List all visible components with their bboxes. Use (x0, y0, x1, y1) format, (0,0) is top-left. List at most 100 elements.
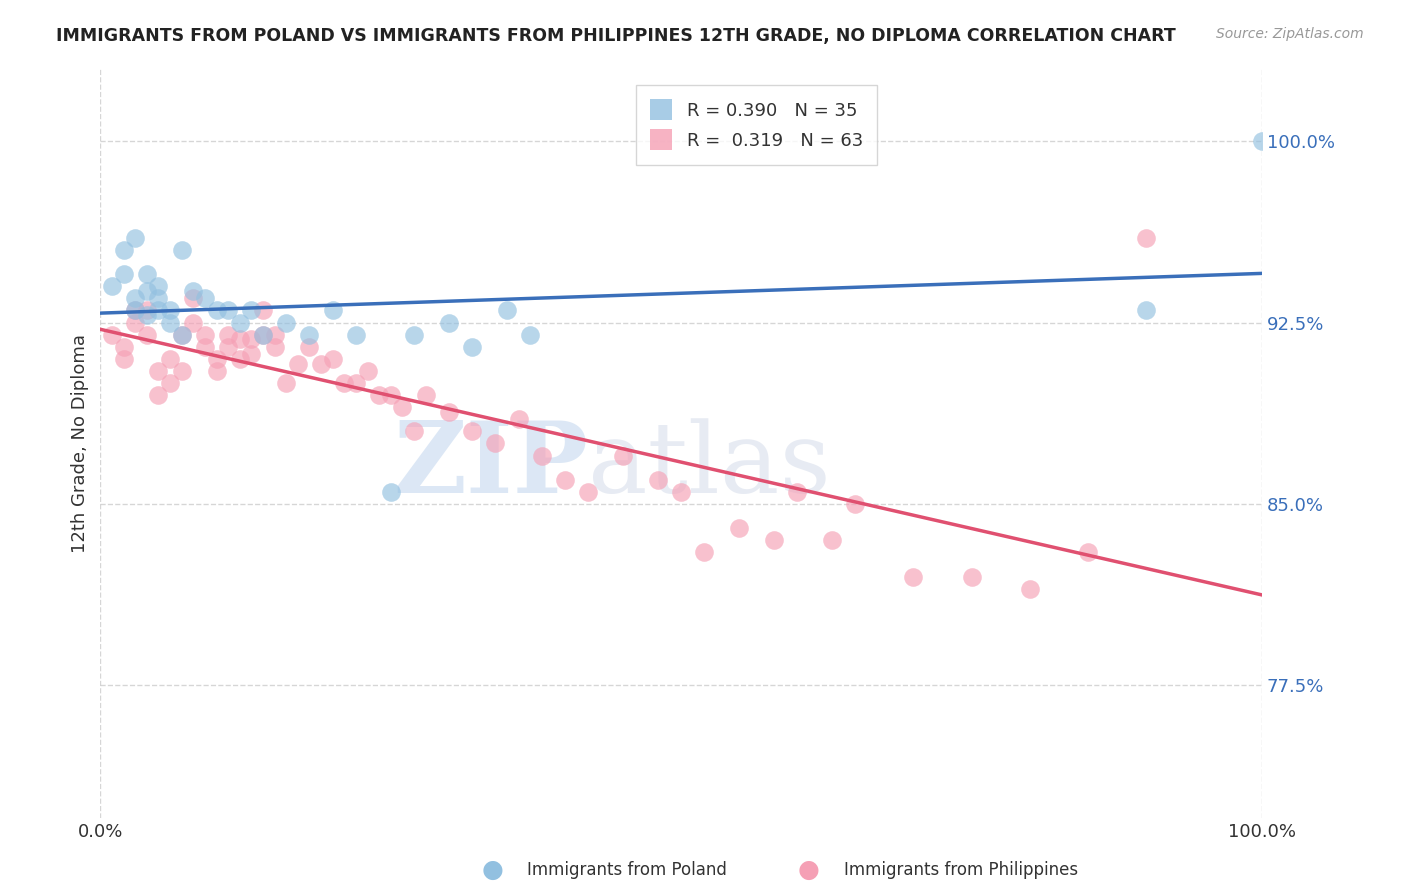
Point (322, 351, 344, 366)
Point (124, 303, 146, 318)
Point (159, 351, 181, 366)
Point (194, 340, 217, 354)
Point (415, 388, 437, 402)
Point (496, 303, 519, 318)
Point (229, 316, 252, 330)
Point (368, 388, 391, 402)
Point (693, 545, 716, 559)
Point (263, 340, 285, 354)
Point (530, 449, 553, 463)
Point (170, 327, 193, 342)
Point (344, 376, 367, 390)
Point (148, 279, 170, 293)
Point (148, 291, 170, 305)
Point (903, 569, 925, 583)
Point (159, 316, 181, 330)
Text: Immigrants from Philippines: Immigrants from Philippines (844, 861, 1078, 879)
Point (135, 267, 157, 281)
Point (322, 303, 344, 318)
Point (763, 533, 786, 548)
Point (229, 351, 252, 366)
Point (170, 327, 193, 342)
Point (159, 303, 181, 318)
Point (844, 497, 866, 511)
Point (508, 412, 530, 426)
Point (960, 569, 983, 583)
Point (101, 279, 124, 293)
Point (124, 231, 146, 245)
Point (437, 405, 460, 419)
Point (135, 308, 157, 322)
Point (1077, 545, 1099, 559)
Point (194, 291, 217, 305)
Y-axis label: 12th Grade, No Diploma: 12th Grade, No Diploma (72, 334, 89, 553)
Text: ●: ● (797, 858, 820, 881)
Point (181, 291, 204, 305)
Legend: R = 0.390   N = 35, R =  0.319   N = 63: R = 0.390 N = 35, R = 0.319 N = 63 (636, 85, 877, 165)
Point (647, 473, 669, 487)
Point (484, 436, 506, 450)
Point (135, 327, 157, 342)
Text: ZIP: ZIP (394, 417, 588, 515)
Point (148, 303, 170, 318)
Point (170, 243, 193, 257)
Text: Immigrants from Poland: Immigrants from Poland (527, 861, 727, 879)
Point (1018, 582, 1040, 596)
Point (1135, 303, 1157, 318)
Point (112, 267, 135, 281)
Point (240, 303, 263, 318)
Point (461, 425, 484, 439)
Point (612, 449, 634, 463)
Point (1251, 134, 1274, 148)
Point (309, 357, 332, 371)
Point (298, 327, 321, 342)
Point (252, 327, 274, 342)
Point (217, 340, 239, 354)
Text: IMMIGRANTS FROM POLAND VS IMMIGRANTS FROM PHILIPPINES 12TH GRADE, NO DIPLOMA COR: IMMIGRANTS FROM POLAND VS IMMIGRANTS FRO… (56, 27, 1175, 45)
Point (356, 364, 378, 378)
Point (298, 340, 321, 354)
Point (252, 303, 274, 318)
Point (461, 340, 484, 354)
Point (380, 388, 402, 402)
Point (240, 333, 263, 347)
Point (263, 327, 285, 342)
Point (287, 357, 309, 371)
Point (124, 316, 146, 330)
Point (159, 376, 181, 390)
Point (194, 327, 217, 342)
Point (229, 333, 252, 347)
Point (205, 351, 228, 366)
Point (391, 401, 413, 415)
Point (240, 347, 263, 361)
Point (437, 316, 460, 330)
Point (205, 303, 228, 318)
Point (344, 327, 367, 342)
Point (380, 484, 402, 499)
Point (669, 484, 692, 499)
Point (217, 303, 239, 318)
Text: atlas: atlas (588, 418, 831, 514)
Point (170, 364, 193, 378)
Point (554, 473, 576, 487)
Point (821, 533, 844, 548)
Point (112, 340, 135, 354)
Point (728, 521, 751, 535)
Point (519, 327, 541, 342)
Point (576, 484, 599, 499)
Text: ●: ● (481, 858, 503, 881)
Point (112, 243, 135, 257)
Point (205, 364, 228, 378)
Point (786, 484, 808, 499)
Point (252, 327, 274, 342)
Point (1135, 231, 1157, 245)
Point (124, 291, 146, 305)
Point (124, 303, 146, 318)
Point (148, 388, 170, 402)
Point (217, 327, 239, 342)
Point (402, 327, 425, 342)
Point (112, 351, 135, 366)
Point (181, 316, 204, 330)
Point (276, 376, 298, 390)
Point (135, 303, 157, 318)
